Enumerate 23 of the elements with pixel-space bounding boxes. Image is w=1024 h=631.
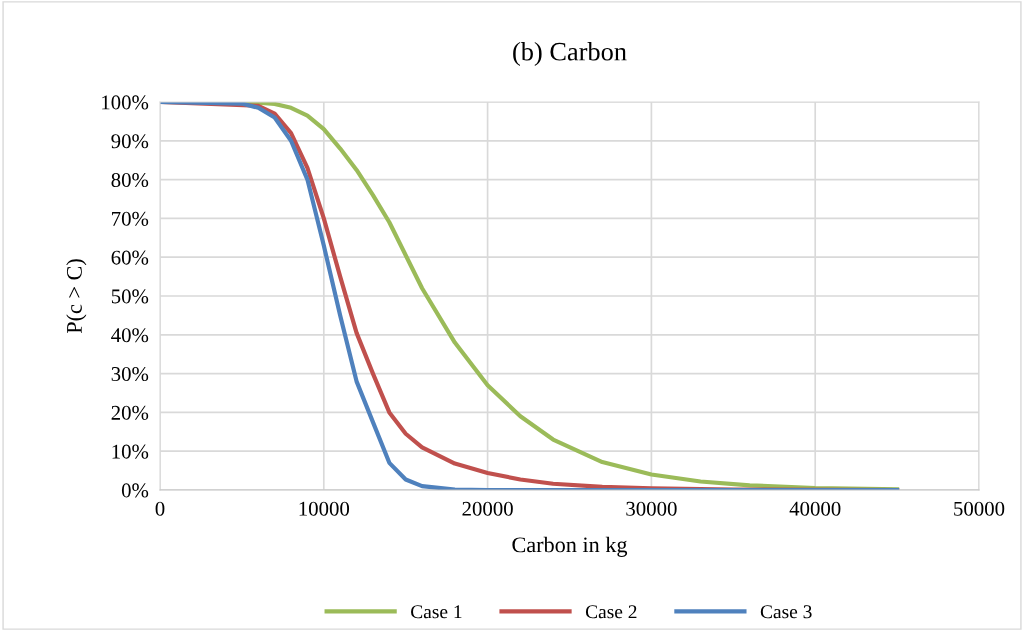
y-tick-label: 60% [111, 250, 149, 265]
legend-label: Case 2 [585, 605, 637, 619]
y-tick-label: 30% [111, 366, 149, 382]
x-axis-title: Carbon in kg [512, 536, 628, 557]
y-tick-label: 0% [121, 483, 149, 498]
y-tick-label: 50% [111, 289, 149, 304]
x-tick-label: 0 [155, 501, 165, 516]
x-tick-label: 30000 [626, 501, 677, 516]
legend-label: Case 3 [760, 605, 812, 619]
x-tick-label: 10000 [299, 501, 350, 516]
y-tick-label: 90% [111, 134, 149, 149]
x-tick-label: 20000 [462, 501, 513, 516]
legend-label: Case 1 [411, 605, 462, 619]
y-tick-label: 10% [112, 444, 149, 459]
y-axis-title: P(c > C) [66, 259, 87, 334]
x-tick-label: 50000 [954, 501, 1005, 516]
chart-title: (b) Carbon [513, 42, 627, 66]
x-tick-label: 40000 [789, 501, 841, 516]
y-tick-label: 20% [111, 405, 149, 420]
y-tick-label: 70% [112, 211, 149, 226]
y-tick-label: 40% [111, 328, 149, 343]
y-tick-label: 100% [102, 95, 149, 110]
y-tick-label: 80% [111, 172, 149, 188]
